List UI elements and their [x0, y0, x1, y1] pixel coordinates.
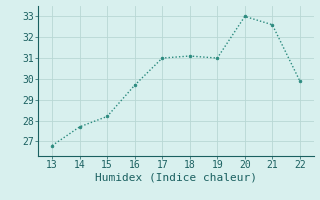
X-axis label: Humidex (Indice chaleur): Humidex (Indice chaleur): [95, 173, 257, 183]
